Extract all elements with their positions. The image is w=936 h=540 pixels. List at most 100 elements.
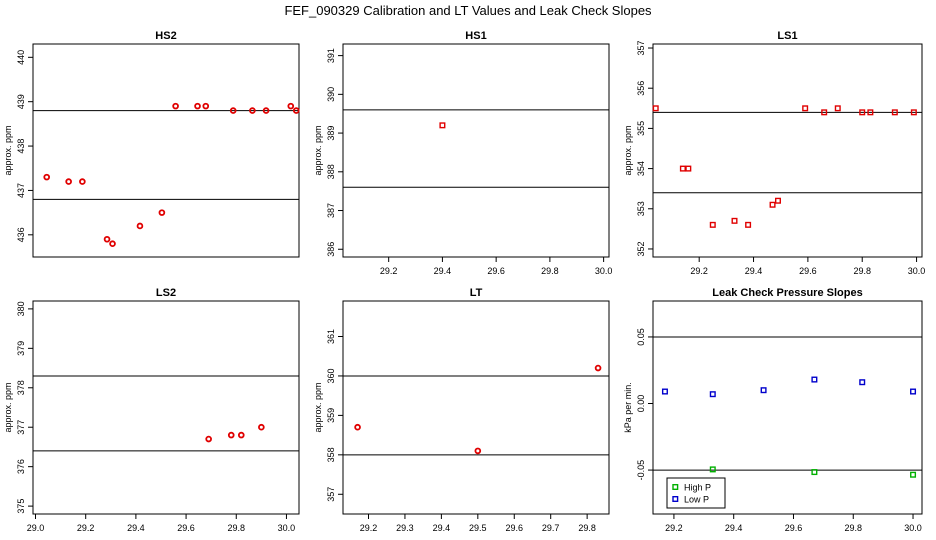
panel-title: Leak Check Pressure Slopes bbox=[712, 287, 862, 299]
data-point bbox=[136, 222, 144, 230]
plot-frame bbox=[32, 300, 300, 515]
x-tick-label: 29.8 bbox=[578, 523, 596, 533]
y-axis-label: approx. ppm bbox=[623, 125, 633, 175]
x-tick-label: 29.7 bbox=[542, 523, 560, 533]
y-tick-label: -0.05 bbox=[636, 460, 646, 481]
data-point bbox=[292, 107, 300, 114]
data-point bbox=[802, 105, 809, 112]
x-tick-label: 29.6 bbox=[799, 266, 817, 276]
y-tick-label: 379 bbox=[16, 341, 26, 356]
y-tick-label: 361 bbox=[326, 329, 336, 344]
data-point bbox=[65, 178, 72, 185]
x-tick-label: 29.2 bbox=[380, 266, 398, 276]
legend-box bbox=[666, 477, 726, 509]
legend-label: Low P bbox=[684, 495, 709, 505]
y-tick-label: 352 bbox=[636, 241, 646, 256]
y-tick-label: 0.00 bbox=[636, 395, 646, 413]
y-tick-label: 387 bbox=[326, 203, 336, 218]
panel-title: LS1 bbox=[777, 30, 797, 42]
data-point bbox=[760, 387, 767, 394]
y-tick-label: 376 bbox=[16, 459, 26, 474]
data-point bbox=[172, 102, 179, 110]
legend-label: High P bbox=[684, 483, 711, 493]
plot-frame bbox=[652, 300, 923, 515]
data-point bbox=[834, 105, 841, 112]
y-tick-label: 359 bbox=[326, 408, 336, 423]
panel-title: LS2 bbox=[156, 287, 176, 299]
y-tick-label: 375 bbox=[16, 499, 26, 514]
panel-title: HS2 bbox=[155, 30, 176, 42]
data-point bbox=[769, 201, 776, 208]
x-tick-label: 29.4 bbox=[433, 523, 451, 533]
data-point bbox=[249, 107, 256, 114]
y-tick-label: 354 bbox=[636, 161, 646, 176]
data-point bbox=[731, 217, 738, 224]
page-title: FEF_090329 Calibration and LT Values and… bbox=[284, 3, 652, 18]
x-tick-label: 29.6 bbox=[505, 523, 523, 533]
plot-frame bbox=[342, 300, 610, 515]
plot-frame bbox=[342, 43, 610, 258]
data-point bbox=[229, 107, 237, 114]
x-tick-label: 29.4 bbox=[127, 523, 145, 533]
y-tick-label: 390 bbox=[326, 87, 336, 102]
x-tick-label: 29.2 bbox=[360, 523, 378, 533]
x-tick-label: 29.8 bbox=[541, 266, 559, 276]
panel-title: HS1 bbox=[465, 30, 486, 42]
data-point bbox=[709, 466, 716, 473]
legend-marker bbox=[672, 496, 679, 503]
data-point bbox=[205, 435, 212, 443]
x-tick-label: 29.3 bbox=[396, 523, 414, 533]
data-point bbox=[202, 102, 210, 110]
panel-hs1: HS1 386 387 388 389 390 391 29.2 29.4 29.6 29.8 30.… bbox=[313, 30, 612, 276]
y-tick-label: 391 bbox=[326, 48, 336, 63]
data-point bbox=[79, 178, 86, 185]
panel-ls2: LS2 375 376 377 378 379 380 29.0 29.2 29.4 29.6 29.… bbox=[3, 287, 300, 533]
data-point bbox=[652, 105, 659, 112]
y-tick-label: 357 bbox=[326, 487, 336, 502]
panel-hs2: HS2 436 437 438 439 440 approx. ppm bbox=[3, 30, 300, 258]
y-tick-label: 440 bbox=[16, 50, 26, 65]
data-point bbox=[103, 235, 111, 243]
y-axis-label: kPa per min. bbox=[623, 382, 633, 433]
data-point bbox=[227, 431, 235, 439]
x-tick-label: 29.8 bbox=[853, 266, 871, 276]
y-axis-label: approx. ppm bbox=[3, 125, 13, 175]
data-point bbox=[811, 376, 818, 383]
legend-marker bbox=[672, 484, 679, 491]
data-point bbox=[594, 364, 602, 372]
x-tick-label: 29.4 bbox=[725, 523, 743, 533]
data-point bbox=[774, 197, 781, 204]
data-point bbox=[262, 107, 270, 114]
data-point bbox=[661, 388, 668, 395]
x-tick-label: 29.2 bbox=[77, 523, 95, 533]
chart-panels: HS2 436 437 438 439 440 approx. ppm HS1 386 387 38… bbox=[3, 30, 925, 533]
y-axis-label: approx. ppm bbox=[3, 382, 13, 432]
data-point bbox=[811, 469, 818, 476]
data-point bbox=[709, 391, 716, 398]
y-tick-label: 356 bbox=[636, 81, 646, 96]
y-tick-label: 386 bbox=[326, 242, 336, 257]
data-point bbox=[910, 388, 917, 395]
panel-leak-check-pressure-slopes: Leak Check Pressure Slopes -0.05 0.00 0.05 2… bbox=[623, 287, 923, 533]
data-point bbox=[910, 109, 917, 116]
x-tick-label: 29.4 bbox=[434, 266, 452, 276]
x-tick-label: 30.0 bbox=[595, 266, 613, 276]
data-point bbox=[709, 221, 716, 228]
y-tick-label: 389 bbox=[326, 126, 336, 141]
legend: High P Low P bbox=[666, 477, 726, 509]
data-point bbox=[109, 240, 116, 247]
data-point bbox=[685, 165, 692, 172]
y-tick-label: 358 bbox=[326, 447, 336, 462]
y-tick-label: 439 bbox=[16, 94, 26, 109]
y-tick-label: 388 bbox=[326, 164, 336, 179]
data-point bbox=[439, 122, 446, 129]
x-tick-label: 30.0 bbox=[904, 523, 922, 533]
y-tick-label: 378 bbox=[16, 380, 26, 395]
data-point bbox=[43, 173, 51, 181]
data-point bbox=[158, 209, 166, 216]
x-tick-label: 29.4 bbox=[745, 266, 763, 276]
data-point bbox=[679, 165, 686, 172]
y-tick-label: 357 bbox=[636, 41, 646, 56]
data-point bbox=[354, 423, 361, 431]
y-tick-label: 437 bbox=[16, 183, 26, 198]
